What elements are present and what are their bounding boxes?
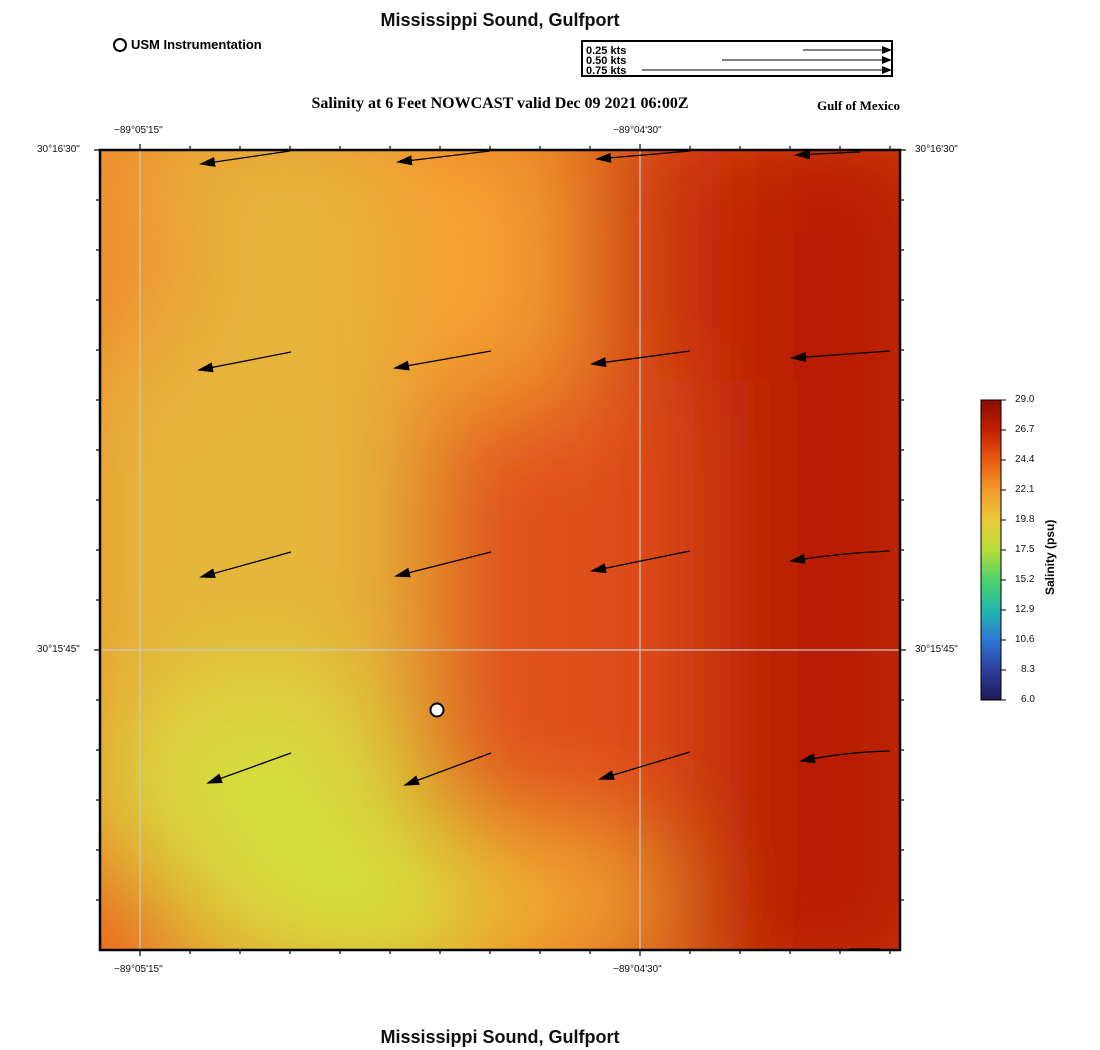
colorbar-title: Salinity (psu) bbox=[1043, 519, 1057, 595]
lat-label-right: 30°16'30" bbox=[915, 144, 958, 155]
speed-arrows bbox=[642, 46, 892, 74]
usm-station-marker[interactable] bbox=[429, 702, 445, 718]
colorbar-gradient bbox=[980, 399, 1002, 701]
colorbar-tick-label: 6.0 bbox=[1021, 694, 1035, 705]
lon-label-top: −89°05'15" bbox=[114, 125, 163, 136]
lat-label-left: 30°16'30" bbox=[37, 144, 80, 155]
colorbar-tick-label: 8.3 bbox=[1021, 664, 1035, 675]
current-vector bbox=[197, 351, 292, 373]
colorbar-tick-label: 24.4 bbox=[1015, 454, 1035, 465]
region-label: Gulf of Mexico bbox=[816, 98, 900, 113]
current-vector bbox=[396, 150, 491, 166]
colorbar-tick-label: 12.9 bbox=[1015, 604, 1035, 615]
current-vector bbox=[403, 752, 492, 786]
lat-label-left: 30°15'45" bbox=[37, 644, 80, 655]
current-vector bbox=[199, 551, 292, 579]
usm-legend-label: USM Instrumentation bbox=[131, 37, 262, 52]
current-vector bbox=[790, 350, 891, 362]
colorbar-tick-label: 19.8 bbox=[1015, 514, 1035, 525]
salinity-field bbox=[100, 150, 900, 950]
current-vector bbox=[206, 752, 292, 784]
vector-speed-legend: 0.25 kts 0.50 kts 0.75 kts bbox=[581, 40, 893, 77]
station-circle-icon bbox=[113, 37, 127, 52]
colorbar-tick-label: 22.1 bbox=[1015, 484, 1035, 495]
lat-label-right: 30°15'45" bbox=[915, 644, 958, 655]
current-vector bbox=[799, 750, 891, 764]
lon-label-top: −89°04'30" bbox=[613, 125, 662, 136]
lon-label-bottom: −89°05'15" bbox=[114, 964, 163, 975]
colorbar-tick-label: 10.6 bbox=[1015, 634, 1035, 645]
speed-label-3: 0.75 kts bbox=[586, 65, 627, 77]
colorbar-tick-label: 17.5 bbox=[1015, 544, 1035, 555]
footer-title: Mississippi Sound, Gulfport bbox=[380, 1027, 620, 1047]
current-vector bbox=[199, 150, 291, 167]
colorbar-tick-label: 15.2 bbox=[1015, 574, 1035, 585]
speed-label-1: 0.25 kts bbox=[586, 45, 627, 57]
current-vector bbox=[598, 751, 691, 780]
map-subtitle: Salinity at 6 Feet NOWCAST valid Dec 09 … bbox=[311, 95, 689, 112]
current-vector bbox=[394, 551, 492, 578]
colorbar-tick-label: 29.0 bbox=[1015, 394, 1035, 405]
current-vector bbox=[590, 350, 691, 368]
current-vector bbox=[590, 550, 691, 574]
colorbar-ticks bbox=[1001, 399, 1006, 701]
lon-label-bottom: −89°04'30" bbox=[613, 964, 662, 975]
speed-label-2: 0.50 kts bbox=[586, 55, 627, 67]
station-title: Mississippi Sound, Gulfport bbox=[380, 10, 620, 30]
graticule bbox=[100, 150, 900, 950]
colorbar-tick-label: 26.7 bbox=[1015, 424, 1035, 435]
usm-legend: USM Instrumentation bbox=[113, 37, 262, 52]
current-vector bbox=[789, 550, 891, 564]
current-vector bbox=[595, 150, 691, 163]
frame-ticks bbox=[94, 144, 906, 956]
current-vectors bbox=[197, 149, 891, 950]
current-vector bbox=[393, 350, 492, 371]
current-vector bbox=[794, 149, 861, 160]
